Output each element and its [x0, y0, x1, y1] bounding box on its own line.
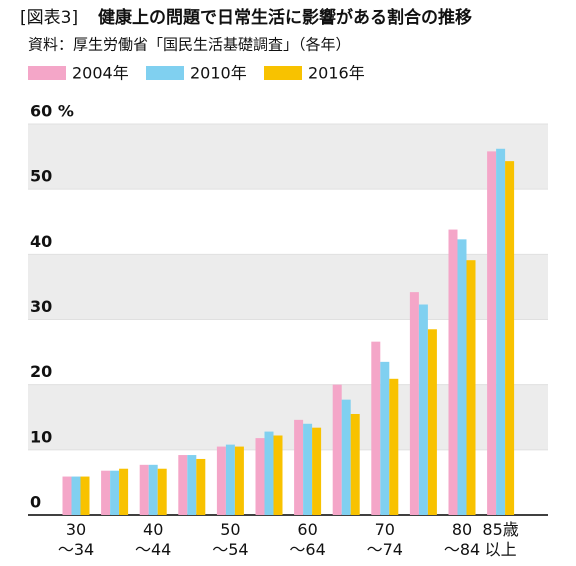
- y-tick-label: 10: [30, 427, 52, 446]
- bar: [487, 151, 497, 515]
- x-tick-label-line: 30: [66, 520, 86, 539]
- bar: [148, 464, 158, 515]
- bar: [187, 455, 197, 515]
- subtitle: 資料：厚生労働省「国民生活基礎調査」（各年）: [28, 36, 351, 54]
- x-tick-label-line: ～74: [367, 540, 403, 559]
- x-tick-label: 30 ～34: [58, 520, 94, 559]
- x-tick-label-line: 80: [452, 520, 472, 539]
- legend-swatch: [264, 66, 302, 80]
- y-tick-label: 20: [30, 362, 52, 381]
- y-tick-label: 50: [30, 167, 52, 186]
- x-tick-label-line: 40: [143, 520, 163, 539]
- bar: [196, 458, 206, 515]
- x-tick-label: 60 ～64: [289, 520, 325, 559]
- x-tick-label-line: 以上: [485, 540, 517, 559]
- legend-label: 2016年: [308, 64, 365, 83]
- bar: [303, 423, 313, 515]
- bar: [119, 468, 129, 515]
- grid-band: [28, 124, 548, 190]
- bar: [496, 148, 506, 515]
- legend-swatch: [146, 66, 184, 80]
- y-tick-label: 40: [30, 232, 52, 251]
- y-tick-label: 0: [30, 493, 41, 512]
- bar: [332, 384, 342, 515]
- bar: [71, 476, 81, 515]
- x-tick-label-line: ～34: [58, 540, 94, 559]
- bar: [505, 161, 515, 515]
- bar: [341, 399, 351, 515]
- bar: [234, 446, 244, 515]
- x-tick-label-line: ～44: [135, 540, 171, 559]
- x-tick-label: 85歳以上: [482, 520, 518, 559]
- x-tick-label: 80 ～84: [444, 520, 480, 559]
- bar: [273, 435, 283, 515]
- legend-label: 2004年: [72, 64, 129, 83]
- bar: [110, 470, 120, 515]
- bar: [389, 378, 399, 515]
- bar: [80, 476, 90, 515]
- legend-label: 2010年: [190, 64, 247, 83]
- bar: [448, 229, 458, 515]
- x-tick-label: 50 ～54: [212, 520, 248, 559]
- bar: [427, 329, 437, 515]
- bar: [380, 361, 390, 515]
- bar: [255, 438, 265, 515]
- bar: [225, 444, 235, 515]
- bar: [457, 239, 467, 515]
- bar: [264, 431, 274, 515]
- y-tick-label: 60 %: [30, 102, 74, 121]
- bar: [139, 464, 149, 515]
- bar: [178, 455, 188, 515]
- bar: [409, 292, 419, 515]
- figure-label: [図表3]: [20, 8, 78, 28]
- bar: [466, 260, 476, 515]
- bar: [418, 304, 428, 515]
- y-tick-label: 30: [30, 297, 52, 316]
- bar: [101, 470, 111, 515]
- bar: [312, 427, 322, 515]
- x-tick-label: 40 ～44: [135, 520, 171, 559]
- x-tick-label-line: 85歳: [482, 520, 518, 539]
- x-tick-label-line: ～84: [444, 540, 480, 559]
- x-tick-label-line: ～64: [289, 540, 325, 559]
- bar: [157, 468, 167, 515]
- x-tick-label-line: 70: [375, 520, 395, 539]
- bar: [294, 419, 304, 515]
- bar: [371, 341, 381, 515]
- x-tick-label-line: 50: [220, 520, 240, 539]
- x-tick-label-line: ～54: [212, 540, 248, 559]
- bar: [350, 413, 360, 515]
- chart-title: 健康上の問題で日常生活に影響がある割合の推移: [98, 7, 472, 28]
- legend-swatch: [28, 66, 66, 80]
- x-tick-label: 70 ～74: [367, 520, 403, 559]
- x-tick-label-line: 60: [297, 520, 317, 539]
- bar: [62, 476, 72, 515]
- bar: [216, 446, 226, 515]
